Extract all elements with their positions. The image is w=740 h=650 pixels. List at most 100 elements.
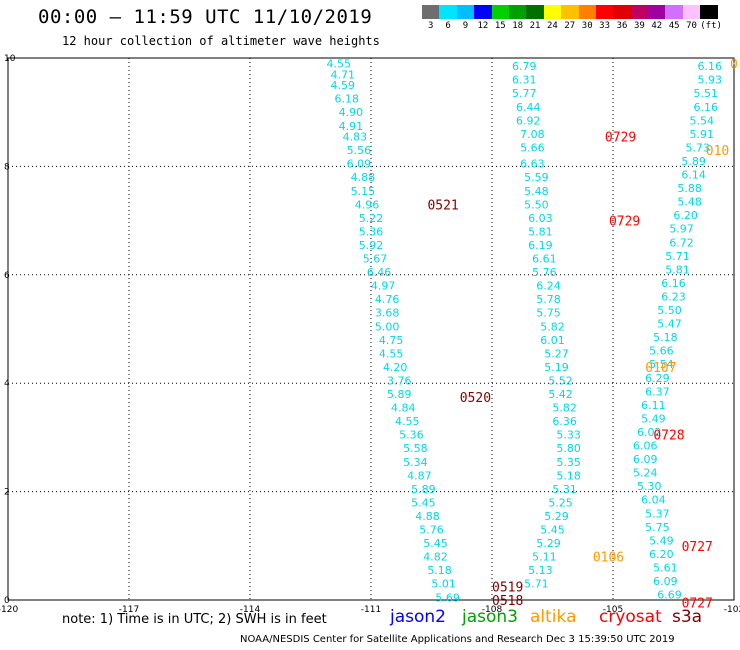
color-scale-label: (ft) bbox=[700, 21, 722, 31]
wave-height-point: 6.16 bbox=[694, 101, 719, 114]
wave-height-point: 5.89 bbox=[387, 388, 412, 401]
wave-height-point: 6.18 bbox=[335, 93, 360, 106]
wave-height-point: 6.16 bbox=[698, 60, 723, 73]
wave-height-point: 5.66 bbox=[520, 141, 545, 154]
color-swatch bbox=[595, 5, 614, 19]
wave-height-point: 5.88 bbox=[677, 182, 702, 195]
wave-height-point: 4.75 bbox=[379, 334, 404, 347]
wave-height-point: 4.83 bbox=[343, 131, 368, 144]
footer-credit: NOAA/NESDIS Center for Satellite Applica… bbox=[240, 634, 675, 645]
color-scale-bar bbox=[422, 5, 718, 19]
color-swatch bbox=[682, 5, 701, 19]
wave-height-point: 5.59 bbox=[524, 171, 549, 184]
wave-height-point: 6.46 bbox=[367, 266, 392, 279]
wave-height-point: 6.09 bbox=[653, 575, 678, 588]
wave-height-point: 5.31 bbox=[552, 483, 577, 496]
wave-height-point: 5.81 bbox=[528, 225, 553, 238]
wave-height-point: 5.29 bbox=[544, 510, 569, 523]
y-tick-label: 10 bbox=[4, 54, 16, 64]
wave-height-point: 5.18 bbox=[427, 564, 452, 577]
wave-height-point: 5.76 bbox=[532, 266, 557, 279]
wave-height-point: 5.45 bbox=[423, 537, 448, 550]
wave-height-point: 5.56 bbox=[347, 144, 372, 157]
wave-height-point: 4.76 bbox=[375, 293, 400, 306]
color-scale-label: 18 bbox=[512, 21, 524, 31]
chart-subtitle: 12 hour collection of altimeter wave hei… bbox=[62, 34, 380, 48]
wave-height-point: 5.11 bbox=[532, 551, 557, 564]
y-tick-label: 2 bbox=[4, 488, 10, 498]
color-swatch bbox=[474, 5, 492, 19]
wave-height-point: 5.35 bbox=[556, 456, 581, 469]
color-swatch bbox=[543, 5, 562, 19]
color-swatch bbox=[526, 5, 544, 19]
wave-height-point: 5.78 bbox=[536, 293, 561, 306]
pass-time-annotation: 0518 bbox=[492, 594, 523, 609]
wave-height-point: 5.19 bbox=[544, 361, 569, 374]
pass-time-annotation: 0520 bbox=[460, 391, 491, 406]
wave-height-point: 4.20 bbox=[383, 361, 408, 374]
wave-height-point: 6.19 bbox=[528, 239, 553, 252]
wave-height-point: 4.90 bbox=[339, 106, 364, 119]
legend-entry-s3a: s3a bbox=[672, 607, 703, 627]
wave-height-point: 5.48 bbox=[677, 196, 702, 209]
wave-height-point: 4.88 bbox=[415, 510, 440, 523]
wave-height-point: 5.81 bbox=[665, 263, 690, 276]
color-scale-label: 70 bbox=[686, 21, 697, 31]
pass-time-annotation: 0727 bbox=[682, 597, 713, 612]
wave-height-point: 6.63 bbox=[520, 158, 545, 171]
color-scale-label: 12 bbox=[477, 21, 489, 31]
wave-height-point: 5.00 bbox=[375, 320, 400, 333]
wave-height-point: 5.42 bbox=[548, 388, 573, 401]
wave-height-point: 5.73 bbox=[685, 141, 710, 154]
wave-height-point: 4.55 bbox=[395, 415, 420, 428]
pass-time-annotation: 0 bbox=[730, 57, 738, 72]
pass-time-annotation: 0519 bbox=[492, 580, 523, 595]
wave-height-point: 5.25 bbox=[548, 496, 573, 509]
wave-height-point: 5.29 bbox=[536, 537, 561, 550]
wave-height-point: 6.01 bbox=[540, 334, 565, 347]
x-tick-label: -102 bbox=[724, 605, 740, 615]
color-swatch bbox=[439, 5, 457, 19]
color-scale-labels: 3 6 9 12 15 18 21 24 27 30 33 36 39 42 45 70 (ft) bbox=[422, 21, 722, 31]
wave-height-point: 5.50 bbox=[657, 304, 682, 317]
y-tick-label: 0 bbox=[4, 596, 10, 606]
wave-height-point: 6.04 bbox=[641, 494, 666, 507]
color-scale-label: 3 bbox=[427, 21, 434, 31]
wave-height-point: 7.08 bbox=[520, 128, 545, 141]
wave-height-point: 6.11 bbox=[641, 399, 666, 412]
wave-height-point: 5.91 bbox=[689, 128, 714, 141]
color-scale-label: 9 bbox=[462, 21, 469, 31]
wave-height-point: 5.27 bbox=[544, 347, 569, 360]
color-swatch bbox=[422, 5, 440, 19]
color-swatch bbox=[491, 5, 509, 19]
wave-height-point: 6.36 bbox=[552, 415, 577, 428]
pass-time-annotation: 0728 bbox=[653, 429, 684, 444]
wave-height-point: 6.69 bbox=[657, 589, 682, 602]
color-scale-label: 24 bbox=[547, 21, 558, 31]
wave-height-point: 6.44 bbox=[516, 101, 541, 114]
pass-time-annotation: 0727 bbox=[682, 540, 713, 555]
data-layer: 4.554.714.596.184.904.914.835.566.094.88… bbox=[326, 57, 738, 612]
wave-height-point: 5.47 bbox=[657, 318, 682, 331]
color-scale-label: 42 bbox=[651, 21, 663, 31]
wave-height-point: 6.16 bbox=[661, 277, 686, 290]
wave-height-point: 5.58 bbox=[403, 442, 428, 455]
wave-height-point: 6.20 bbox=[673, 209, 698, 222]
color-scale-label: 30 bbox=[581, 21, 593, 31]
wave-height-point: 5.18 bbox=[556, 469, 581, 482]
wave-height-point: 5.82 bbox=[552, 402, 577, 415]
pass-time-annotation: 0107 bbox=[645, 361, 676, 376]
wave-height-point: 4.97 bbox=[371, 280, 396, 293]
wave-height-point: 5.76 bbox=[419, 524, 444, 537]
wave-height-point: 6.37 bbox=[645, 385, 670, 398]
color-swatch bbox=[456, 5, 475, 19]
legend-entry-jason3: jason3 bbox=[462, 607, 518, 627]
footer-note: note: 1) Time is in UTC; 2) SWH is in fe… bbox=[62, 612, 327, 627]
wave-height-point: 5.37 bbox=[645, 507, 670, 520]
color-swatch bbox=[561, 5, 579, 19]
wave-height-point: 6.14 bbox=[681, 169, 706, 182]
y-tick-label: 4 bbox=[4, 379, 10, 389]
wave-height-point: 5.71 bbox=[665, 250, 690, 263]
wave-height-point: 6.09 bbox=[347, 158, 372, 171]
